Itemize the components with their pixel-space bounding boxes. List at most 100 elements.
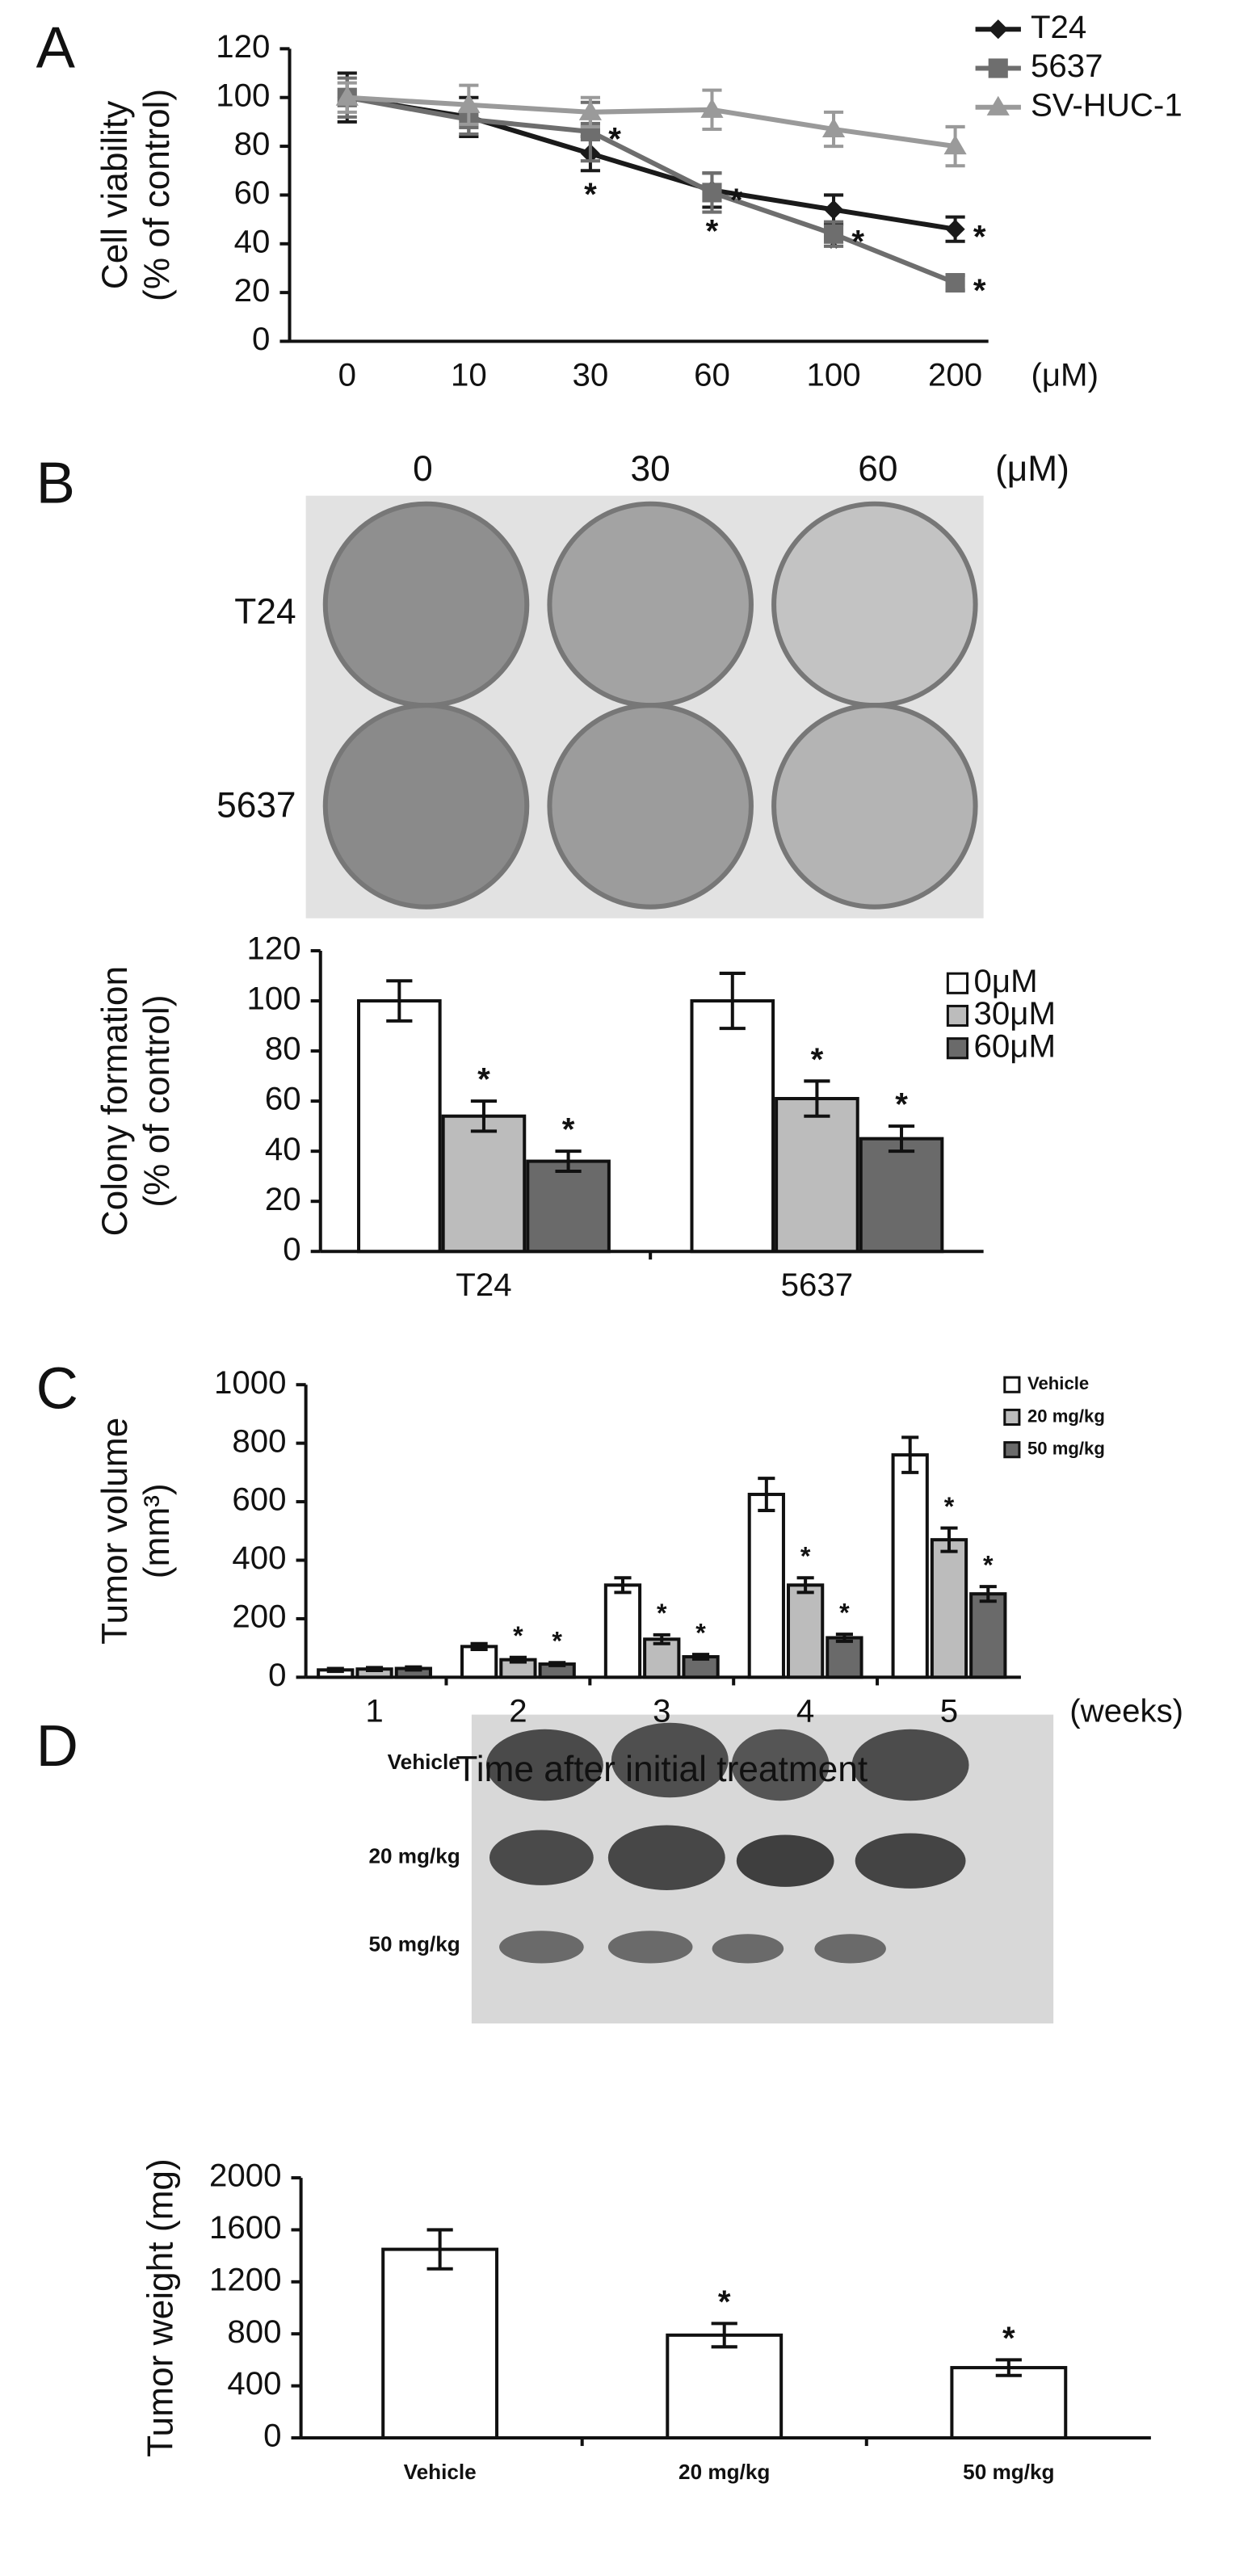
y-tick-label: 0 [252,321,270,357]
row-label: 20 mg/kg [368,1844,460,1868]
x-tick-label: 60 [694,356,730,393]
panel-label: D [36,1713,78,1779]
marker [457,93,481,113]
marker [823,200,844,220]
bar [950,2366,1068,2439]
legend-marker [986,95,1010,116]
y-tick-label: 400 [232,1540,286,1576]
marker [821,117,846,138]
y-tick-label: 100 [246,981,300,1017]
y-tick-label: 0 [263,2418,281,2454]
legend-label: SV-HUC-1 [1031,86,1183,123]
column-label: 30 [631,449,670,489]
tumor [855,1833,966,1889]
x-tick-label: 2 [509,1692,527,1729]
tumor-photo: Vehicle 20 mg/kg 50 mg/kg [368,1714,1054,2023]
significance-label: * [562,1112,575,1148]
significance-label: * [983,1550,994,1579]
significance-label: * [944,1492,955,1521]
y-tick-label: 20 [234,272,271,309]
y-axis-label: Tumor volume [95,1418,135,1645]
bar [826,1636,863,1679]
tumor [607,1931,693,1964]
y-tick-label: 40 [265,1131,301,1167]
legend-swatch [1003,1408,1021,1427]
x-tick-label: 200 [928,356,982,393]
y-tick-label: 800 [227,2313,281,2350]
plate-photo: 0 30 60 (μM) T24 5637 [216,449,1069,918]
significance-label: * [730,182,743,218]
significance-label: * [973,272,986,309]
significance-label: * [839,1598,850,1627]
bar [891,1453,929,1679]
x-tick-label: 20 mg/kg [679,2460,770,2484]
bar [643,1637,681,1679]
legend-label: 50 mg/kg [1027,1439,1105,1459]
bar [969,1592,1007,1679]
tumor [499,1931,584,1964]
marker [335,86,359,106]
x-tick-label: 100 [806,356,860,393]
legend-label: 20 mg/kg [1027,1406,1105,1426]
tumor [736,1834,834,1887]
significance-label: * [584,176,597,212]
x-tick-label: 30 [573,356,609,393]
y-axis-label: (mm³) [137,1483,177,1578]
x-unit-label: (weeks) [1069,1692,1183,1729]
y-axis-label: Colony formation [95,966,135,1237]
x-tick-label: 0 [338,356,356,393]
significance-label: * [800,1542,811,1571]
x-tick-label: 50 mg/kg [963,2460,1054,2484]
bar [441,1114,527,1254]
tumor [814,1934,886,1964]
marker [578,100,602,120]
well [322,703,530,910]
significance-label: * [718,2284,731,2320]
series-line [347,95,956,285]
legend-label: 30μM [974,995,1056,1032]
legend-label: 60μM [974,1027,1056,1064]
significance-label: * [706,212,719,249]
significance-label: * [608,121,621,158]
marker [700,98,724,118]
panel-label: A [36,15,76,81]
tumor [851,1729,969,1801]
y-tick-label: 1000 [214,1364,286,1401]
panel-label: C [36,1355,78,1421]
tumor [611,1722,729,1798]
legend-swatch [946,1037,969,1060]
tumor [485,1729,603,1801]
column-label: 0 [413,449,433,489]
well [547,703,754,910]
y-tick-label: 800 [232,1422,286,1459]
bar [357,999,442,1254]
x-tick-label: 3 [653,1692,670,1729]
legend-swatch [946,1004,969,1027]
y-tick-label: 20 [265,1181,301,1217]
unit-label: (μM) [995,449,1069,489]
y-tick-label: 120 [246,931,300,967]
tumor [607,1825,725,1890]
bar [666,2333,784,2439]
legend-marker [988,58,1008,78]
y-tick-label: 40 [234,223,271,259]
marker [945,273,965,293]
bar [603,1583,642,1679]
legend-swatch [946,972,969,994]
significance-label: * [513,1621,523,1650]
row-label: 5637 [216,786,296,826]
row-label: T24 [234,592,296,632]
column-label: 60 [858,449,897,489]
y-tick-label: 120 [216,28,270,65]
tumor [489,1830,594,1885]
x-tick-label: T24 [456,1267,511,1303]
legend-label: 5637 [1031,48,1103,84]
significance-label: * [811,1041,824,1078]
significance-label: * [1002,2320,1015,2356]
bar [786,1583,825,1679]
y-tick-label: 0 [268,1657,286,1693]
y-tick-label: 400 [227,2365,281,2402]
significance-label: * [895,1086,908,1123]
y-tick-label: 80 [234,126,271,162]
